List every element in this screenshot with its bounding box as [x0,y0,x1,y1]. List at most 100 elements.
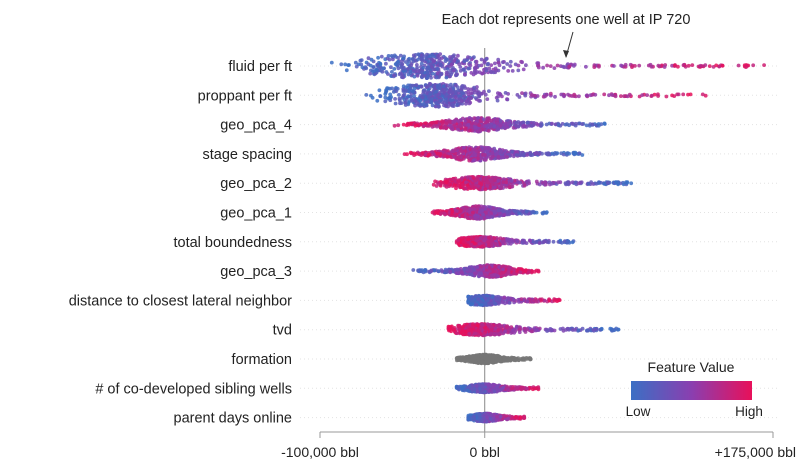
data-point [421,54,426,58]
data-point [483,237,487,241]
data-point [456,53,460,58]
data-point [534,299,539,304]
data-point [523,269,528,273]
data-point [484,210,488,215]
data-point [465,155,470,160]
data-point [468,207,472,211]
data-point [364,66,369,71]
data-point [412,94,416,99]
data-point [485,180,490,185]
data-point [550,151,555,156]
data-point [507,300,512,305]
data-point [339,62,344,67]
data-point [422,74,426,78]
data-point [577,151,582,156]
data-point [496,127,501,132]
data-point [415,63,419,67]
data-point [392,123,397,128]
data-point [630,65,634,69]
data-point [751,63,756,68]
data-point [492,236,497,241]
data-point [516,68,521,73]
data-point [562,93,566,98]
data-point [492,124,497,128]
data-point [637,63,642,68]
data-point [457,62,461,67]
data-point [477,123,482,128]
data-point [404,60,408,64]
data-point [430,71,435,76]
data-point [681,63,686,68]
data-point [537,182,542,187]
data-point [497,63,502,68]
data-point [688,92,693,97]
data-point [415,123,419,127]
data-point [530,93,534,97]
data-point [426,95,431,99]
data-point [384,70,389,74]
data-point [451,120,455,125]
data-point [511,297,516,302]
data-point [366,56,371,61]
data-point [640,93,645,97]
data-point [413,69,418,73]
data-point [482,153,487,157]
data-point [473,121,478,126]
data-point [368,63,373,68]
data-point [420,95,425,100]
data-point [517,211,521,216]
data-point [403,89,408,94]
data-point [508,64,513,68]
data-point [395,86,400,91]
data-point [650,93,654,98]
data-point [496,57,501,62]
data-point [389,54,394,58]
data-point [619,94,623,98]
data-point [477,241,482,246]
data-point [448,177,453,182]
data-point [433,179,437,184]
data-point [437,92,441,97]
data-point [477,271,482,275]
data-point [472,55,476,59]
data-point [673,63,677,68]
data-point [571,150,576,155]
data-point [489,273,494,278]
data-point [455,102,460,107]
data-point [466,55,470,60]
data-point [498,149,503,154]
data-point [353,60,358,65]
data-point [505,62,510,66]
data-point [645,93,649,97]
data-point [535,61,540,65]
data-point [439,63,444,68]
data-point [441,84,446,89]
data-point [402,92,407,97]
data-point [398,53,403,58]
data-point [411,268,416,272]
data-point [404,85,408,90]
data-point [428,82,433,86]
data-point [419,84,424,89]
data-point [629,181,634,186]
data-point [478,300,483,304]
data-point [613,94,618,99]
data-point [383,92,388,96]
data-point [343,62,348,67]
data-point [450,209,455,214]
data-point [376,55,380,60]
data-point [464,101,468,106]
data-point [561,64,565,69]
data-point [467,101,472,106]
data-point [463,186,468,191]
data-point [572,64,576,68]
data-point [555,63,560,68]
data-point [489,179,494,184]
data-point [471,176,476,180]
data-point [460,99,464,103]
data-point [424,57,428,61]
data-point [475,265,480,269]
data-point [455,267,459,272]
data-point [461,239,466,244]
data-point [584,64,588,69]
